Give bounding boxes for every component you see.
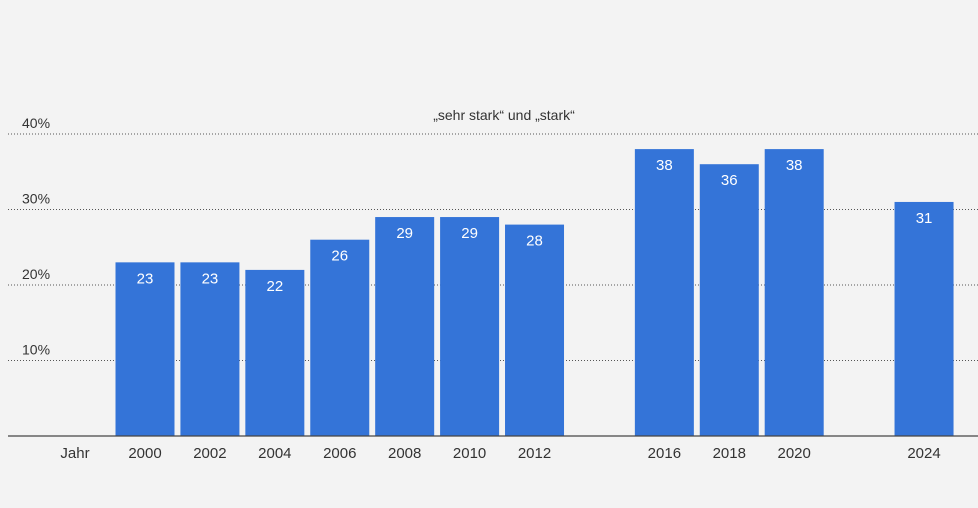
chart-subtitle: „sehr stark“ und „stark“ bbox=[433, 107, 575, 123]
x-tick-label: 2020 bbox=[778, 445, 811, 462]
x-tick-label: 2024 bbox=[907, 445, 940, 462]
x-tick-label: 2004 bbox=[258, 445, 291, 462]
data-label: 22 bbox=[266, 278, 283, 295]
x-axis-label: Jahr bbox=[60, 445, 89, 462]
bar bbox=[180, 262, 240, 436]
y-tick-label: 20% bbox=[22, 266, 50, 282]
x-tick-label: 2010 bbox=[453, 445, 486, 462]
x-tick-label: 2012 bbox=[518, 445, 551, 462]
y-tick-label: 30% bbox=[22, 191, 50, 207]
bar bbox=[634, 149, 694, 436]
y-tick-label: 10% bbox=[22, 342, 50, 358]
bar bbox=[245, 269, 305, 436]
x-tick-label: 2002 bbox=[193, 445, 226, 462]
bar bbox=[440, 217, 500, 436]
bar bbox=[115, 262, 175, 436]
y-axis: 10% 20% 30% 40% bbox=[22, 115, 50, 358]
data-label: 31 bbox=[916, 210, 933, 227]
x-tick-label: 2006 bbox=[323, 445, 356, 462]
bar bbox=[894, 201, 954, 436]
data-label: 29 bbox=[396, 225, 413, 242]
x-tick-label: 2008 bbox=[388, 445, 421, 462]
x-tick-label: 2018 bbox=[713, 445, 746, 462]
data-label: 23 bbox=[202, 270, 219, 287]
bar bbox=[375, 217, 435, 436]
bar bbox=[764, 149, 824, 436]
data-label: 23 bbox=[137, 270, 154, 287]
data-label: 28 bbox=[526, 233, 543, 250]
bars: 23 23 22 26 29 29 28 38 36 38 31 bbox=[115, 149, 954, 436]
data-label: 38 bbox=[786, 157, 803, 174]
data-label: 38 bbox=[656, 157, 673, 174]
x-tick-label: 2000 bbox=[128, 445, 161, 462]
y-tick-label: 40% bbox=[22, 115, 50, 131]
bar bbox=[505, 224, 565, 436]
bar bbox=[310, 239, 370, 436]
data-label: 26 bbox=[331, 248, 348, 265]
data-label: 29 bbox=[461, 225, 478, 242]
x-tick-label: 2016 bbox=[648, 445, 681, 462]
x-axis: 2000 2002 2004 2006 2008 2010 2012 2016 2018 2020… bbox=[8, 435, 978, 462]
data-label: 36 bbox=[721, 172, 738, 189]
bar bbox=[699, 164, 759, 436]
